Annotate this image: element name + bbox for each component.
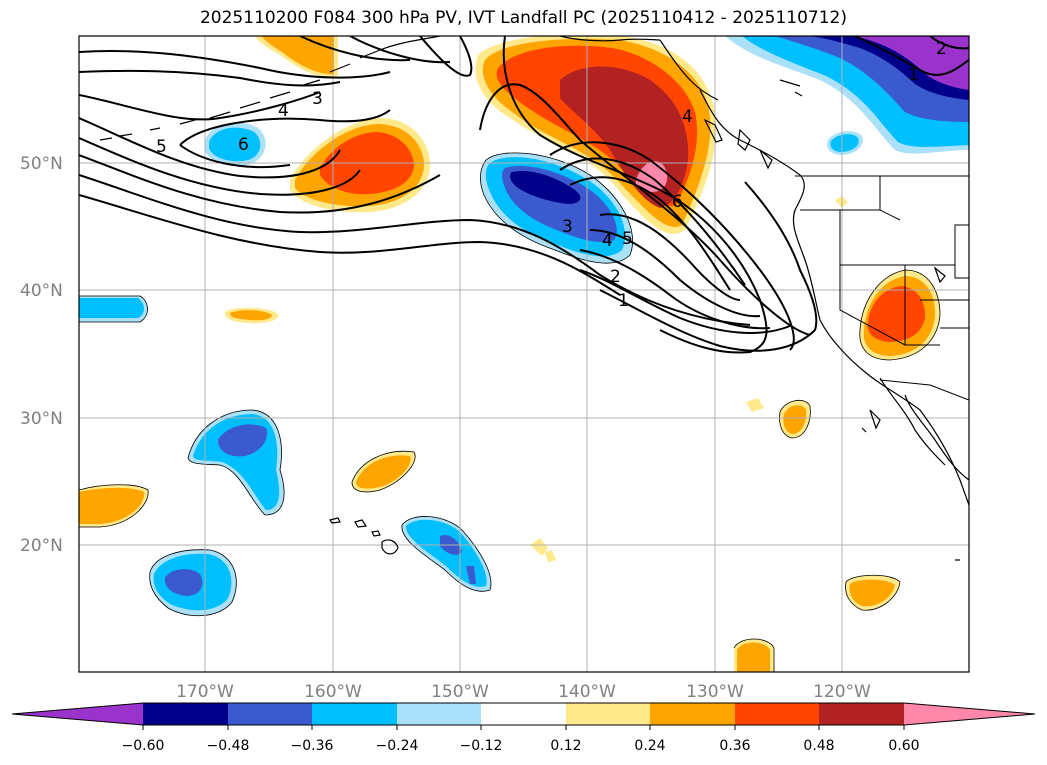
longitude-labels: 170°W 160°W 150°W 140°W 130°W 120°W xyxy=(176,682,871,702)
contour-label: 6 xyxy=(238,135,249,155)
colorbar-label: 0.36 xyxy=(719,738,750,754)
colorbar-swatch xyxy=(819,703,904,725)
pc-shading xyxy=(79,36,969,672)
coastlines xyxy=(99,36,969,561)
colorbar-swatch xyxy=(397,703,481,725)
colorbar-label: 0.48 xyxy=(803,738,834,754)
contour-label: 1 xyxy=(618,291,629,311)
lat-label-50n: 50°N xyxy=(20,154,63,174)
lon-label-170w: 170°W xyxy=(176,682,234,702)
colorbar-extend-high xyxy=(904,703,1035,725)
lon-label-130w: 130°W xyxy=(686,682,744,702)
pv-contours xyxy=(79,36,969,354)
colorbar: −0.60 −0.48 −0.36 −0.24 −0.12 0.12 0.24 … xyxy=(11,702,1036,754)
contour-label: 2 xyxy=(936,39,947,59)
contour-label: 5 xyxy=(622,229,633,249)
colorbar-swatch xyxy=(228,703,312,725)
contour-label: 6 xyxy=(672,192,683,212)
colorbar-label: 0.12 xyxy=(550,738,581,754)
colorbar-label: −0.60 xyxy=(122,738,165,754)
graticule xyxy=(79,36,969,672)
map-frame xyxy=(78,35,970,673)
colorbar-label: −0.24 xyxy=(376,738,419,754)
lon-label-140w: 140°W xyxy=(558,682,616,702)
colorbar-swatch xyxy=(650,703,735,725)
contour-label: 4 xyxy=(278,101,289,121)
contour-label: 1 xyxy=(908,65,919,85)
contour-label: 4 xyxy=(682,107,693,127)
map-area: 5 6 4 3 1 2 6 4 3 4 5 2 1 xyxy=(79,36,969,672)
lon-label-120w: 120°W xyxy=(813,682,871,702)
borders xyxy=(795,147,969,401)
colorbar-swatch xyxy=(566,703,650,725)
lat-label-40n: 40°N xyxy=(20,281,63,301)
lon-label-150w: 150°W xyxy=(431,682,489,702)
colorbar-swatch xyxy=(735,703,819,725)
colorbar-swatch xyxy=(143,703,228,725)
colorbar-label: −0.48 xyxy=(207,738,250,754)
figure-title: 2025110200 F084 300 hPa PV, IVT Landfall… xyxy=(199,8,847,28)
colorbar-label: 0.60 xyxy=(888,738,919,754)
contour-label: 4 xyxy=(602,231,613,251)
colorbar-extend-low xyxy=(12,703,143,725)
shading-edges xyxy=(79,152,941,672)
colorbar-label: −0.12 xyxy=(460,738,503,754)
colorbar-label: −0.36 xyxy=(291,738,334,754)
lon-label-160w: 160°W xyxy=(304,682,362,702)
lat-label-20n: 20°N xyxy=(20,536,63,556)
lat-label-30n: 30°N xyxy=(20,409,63,429)
contour-label: 2 xyxy=(610,267,621,287)
colorbar-label: 0.24 xyxy=(634,738,665,754)
colorbar-swatch xyxy=(481,703,566,725)
contour-label: 5 xyxy=(156,137,167,157)
contour-labels: 5 6 4 3 1 2 6 4 3 4 5 2 1 xyxy=(156,39,947,311)
latitude-labels: 50°N 40°N 30°N 20°N xyxy=(20,154,63,556)
contour-label: 3 xyxy=(562,217,573,237)
colorbar-swatch xyxy=(312,703,397,725)
contour-label: 3 xyxy=(312,89,323,109)
